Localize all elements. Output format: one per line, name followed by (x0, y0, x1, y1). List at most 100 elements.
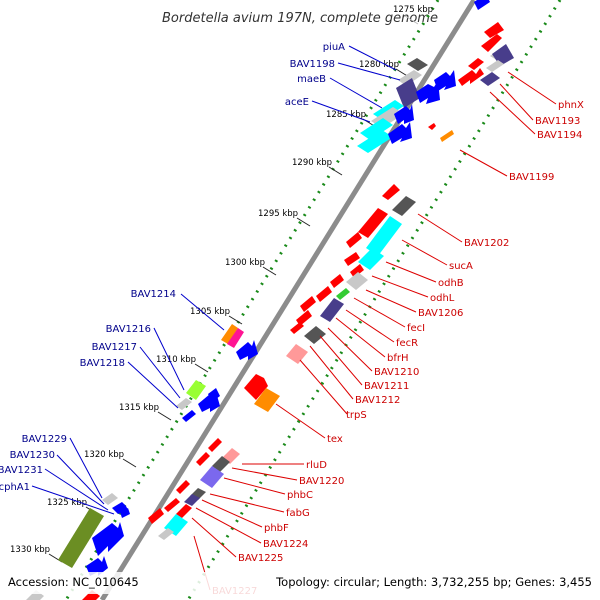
gene-feature (176, 398, 192, 410)
callout-line (127, 361, 179, 409)
callout-line (31, 485, 115, 515)
gene-label: BAV1225 (238, 553, 283, 564)
callout-line (56, 454, 105, 505)
gene-feature (86, 556, 108, 576)
gene-feature (208, 388, 220, 402)
gene-feature (176, 504, 192, 518)
callout-line (299, 359, 348, 415)
gene-feature (316, 286, 332, 302)
gene-feature (360, 118, 393, 140)
callout-line (345, 309, 395, 343)
gene-feature (484, 22, 504, 38)
tick-mark (228, 315, 243, 325)
tick-label: 1315 kbp (119, 403, 159, 413)
kbp-axis: 1275 kbp 1280 kbp 1285 kbp 1290 kbp 1295… (10, 5, 433, 555)
gene-feature (357, 130, 393, 153)
gene-label: BAV1199 (509, 172, 554, 183)
gene-label: rluD (306, 460, 327, 471)
gene-feature (486, 60, 504, 72)
callout-line (353, 297, 406, 328)
tick-label: 1320 kbp (84, 450, 124, 460)
gene-feature (26, 590, 44, 600)
gene-feature (196, 452, 210, 466)
gene-feature (346, 232, 362, 248)
gene-label: aceE (285, 97, 309, 108)
tick-label: 1295 kbp (258, 209, 298, 219)
callout-line (195, 507, 262, 544)
callout-line (417, 213, 463, 243)
gene-label: fabG (286, 508, 310, 519)
gene-label: phnX (558, 100, 584, 111)
gene-feature (184, 494, 200, 506)
gene-feature (394, 104, 414, 124)
callout-line (319, 335, 363, 386)
gene-feature (458, 68, 484, 86)
callout-line (275, 403, 326, 439)
gene-feature (120, 508, 130, 518)
gene-feature (286, 344, 308, 364)
left-gene-labels: piuA BAV1198 maeB aceE BAV1214 BAV1216 B… (0, 42, 345, 493)
gene-feature (350, 264, 364, 278)
gene-feature (434, 70, 456, 91)
callout-line (311, 100, 371, 123)
gene-feature (290, 322, 304, 334)
gene-label: phbC (287, 490, 313, 501)
callout-line (459, 149, 508, 177)
gene-feature (212, 456, 230, 472)
gene-label: BAV1212 (355, 395, 400, 406)
tick-mark (194, 363, 209, 373)
callout-line (489, 91, 536, 135)
left-callouts (31, 45, 401, 515)
gene-label: BAV1224 (263, 539, 308, 550)
footer-band (0, 572, 600, 594)
gene-label: odhB (438, 278, 464, 289)
reverse-strand-genes (82, 22, 514, 600)
tick-mark (404, 15, 419, 25)
gene-label: tex (327, 434, 343, 445)
tick-mark (328, 166, 343, 176)
callout-line (348, 45, 397, 71)
gene-feature (346, 272, 368, 290)
gene-feature (208, 438, 222, 452)
gene-label: BAV1216 (106, 324, 151, 335)
gene-feature (148, 508, 164, 524)
map-title: Bordetella avium 197N, complete genome (162, 11, 438, 26)
gene-feature (468, 58, 484, 70)
tick-label: 1275 kbp (393, 5, 433, 15)
tick-label: 1300 kbp (225, 258, 265, 268)
callout-line (365, 289, 417, 313)
gene-label: BAV1210 (374, 367, 419, 378)
gene-feature (480, 72, 500, 86)
tick-label: 1305 kbp (190, 307, 230, 317)
right-callouts (191, 71, 557, 591)
gene-feature (416, 81, 440, 104)
gene-feature (358, 208, 388, 238)
callout-line (371, 275, 429, 298)
genome-summary-text: Topology: circular; Length: 3,732,255 bp… (275, 575, 592, 589)
gene-feature (366, 216, 402, 256)
gene-label: BAV1193 (535, 116, 580, 127)
gene-feature (186, 380, 206, 400)
gene-feature (358, 248, 384, 270)
callout-line (401, 239, 448, 266)
gene-feature (344, 252, 360, 266)
gene-feature (398, 70, 422, 86)
gene-label: BAV1218 (80, 358, 125, 369)
gene-label: trpS (346, 410, 367, 421)
callout-line (309, 345, 354, 400)
gene-label: BAV1217 (92, 342, 137, 353)
gene-feature (474, 0, 490, 10)
gene-label: BAV1206 (418, 308, 463, 319)
callout-line (327, 327, 373, 372)
callout-line (223, 477, 286, 495)
gene-feature (164, 498, 180, 512)
callout-line (507, 71, 557, 105)
accession-text: Accession: NC_010645 (8, 575, 139, 589)
tick-mark (157, 411, 172, 421)
inner-dotted-ring (186, 0, 562, 600)
gene-feature (336, 288, 350, 300)
callout-line (337, 62, 401, 81)
gene-feature (200, 466, 224, 488)
gene-label: BAV1231 (0, 465, 43, 476)
